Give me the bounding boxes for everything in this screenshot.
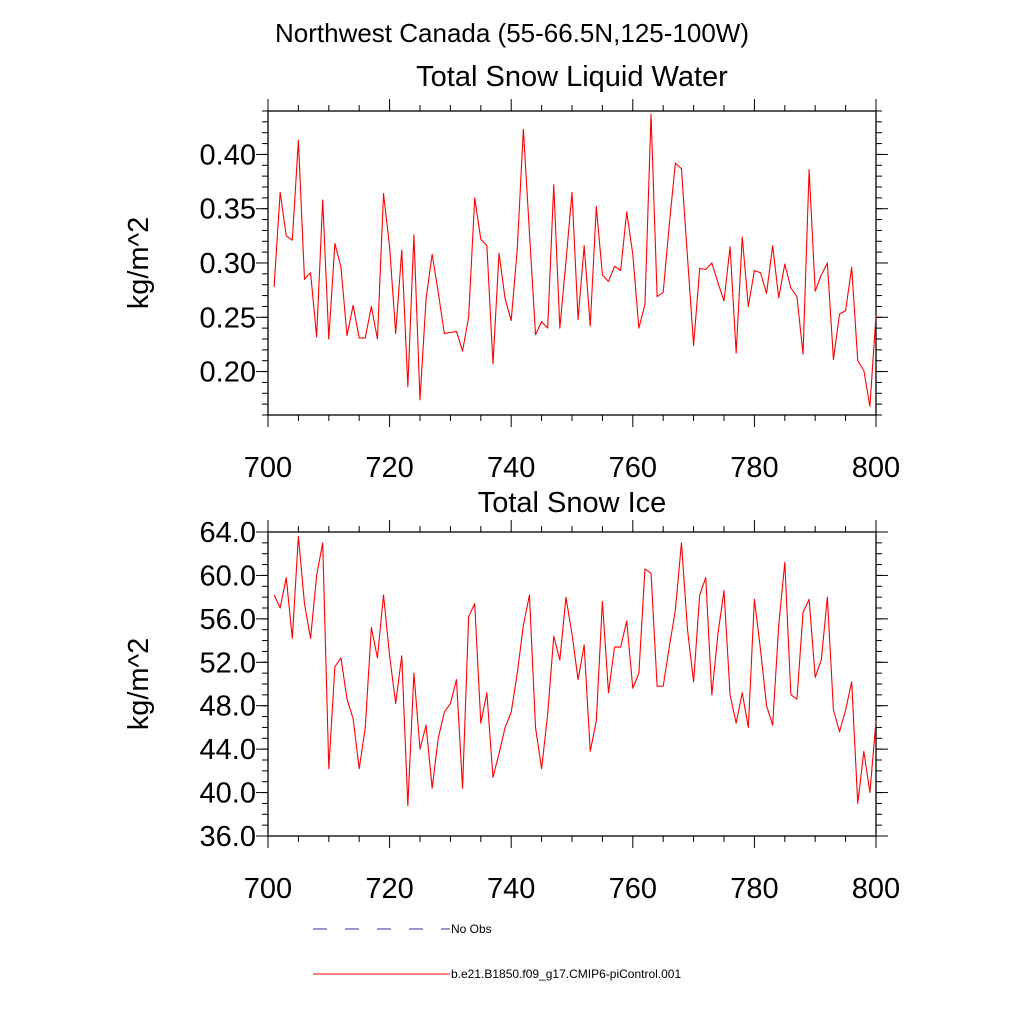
- y-tick-label: 52.0: [200, 647, 256, 679]
- y-tick-label: 44.0: [200, 734, 256, 766]
- x-tick-label: 720: [365, 452, 413, 484]
- y-axis-label: kg/m^2: [123, 638, 155, 731]
- panel-snow-liquid-water: Total Snow Liquid Water kg/m^2 700 720 740 76…: [123, 61, 900, 484]
- x-tick-label: 780: [730, 452, 778, 484]
- legend-label: b.e21.B1850.f09_g17.CMIP6-piControl.001: [451, 967, 681, 981]
- y-tick-label: 36.0: [200, 821, 256, 853]
- x-tick-label: 700: [244, 452, 292, 484]
- y-tick-label: 0.35: [200, 194, 256, 226]
- y-tick-label: 0.20: [200, 357, 256, 389]
- ticks: [256, 99, 888, 427]
- y-tick-label: 48.0: [200, 691, 256, 723]
- panel-snow-ice: Total Snow Ice kg/m^2 700 720 740 760 780 800 36…: [123, 487, 900, 905]
- x-tick-label: 740: [487, 873, 535, 905]
- x-tick-label: 720: [365, 873, 413, 905]
- chart-title: Total Snow Liquid Water: [416, 61, 728, 93]
- plot-frame: [267, 110, 877, 416]
- plot-frame: [267, 531, 877, 837]
- series-line-snow-ice: [273, 535, 877, 807]
- chart-title: Total Snow Ice: [478, 487, 667, 519]
- y-tick-label: 0.25: [200, 302, 256, 334]
- y-tick-label: 0.30: [200, 248, 256, 280]
- y-tick-label: 56.0: [200, 604, 256, 636]
- y-tick-label: 60.0: [200, 560, 256, 592]
- x-tick-label: 760: [609, 452, 657, 484]
- legend-label: No Obs: [451, 922, 492, 936]
- x-tick-label: 800: [852, 873, 900, 905]
- series-line-snow-liquid-water: [273, 113, 877, 407]
- ticks: [256, 520, 888, 848]
- legend: No Obs b.e21.B1850.f09_g17.CMIP6-piContro…: [313, 922, 681, 981]
- y-tick-label: 0.40: [200, 139, 256, 171]
- x-tick-label: 700: [244, 873, 292, 905]
- y-tick-label: 64.0: [200, 517, 256, 549]
- figure-title: Northwest Canada (55-66.5N,125-100W): [275, 18, 749, 48]
- x-tick-label: 780: [730, 873, 778, 905]
- x-tick-label: 740: [487, 452, 535, 484]
- x-tick-label: 760: [609, 873, 657, 905]
- y-axis-label: kg/m^2: [123, 217, 155, 310]
- y-tick-label: 40.0: [200, 778, 256, 810]
- x-tick-label: 800: [852, 452, 900, 484]
